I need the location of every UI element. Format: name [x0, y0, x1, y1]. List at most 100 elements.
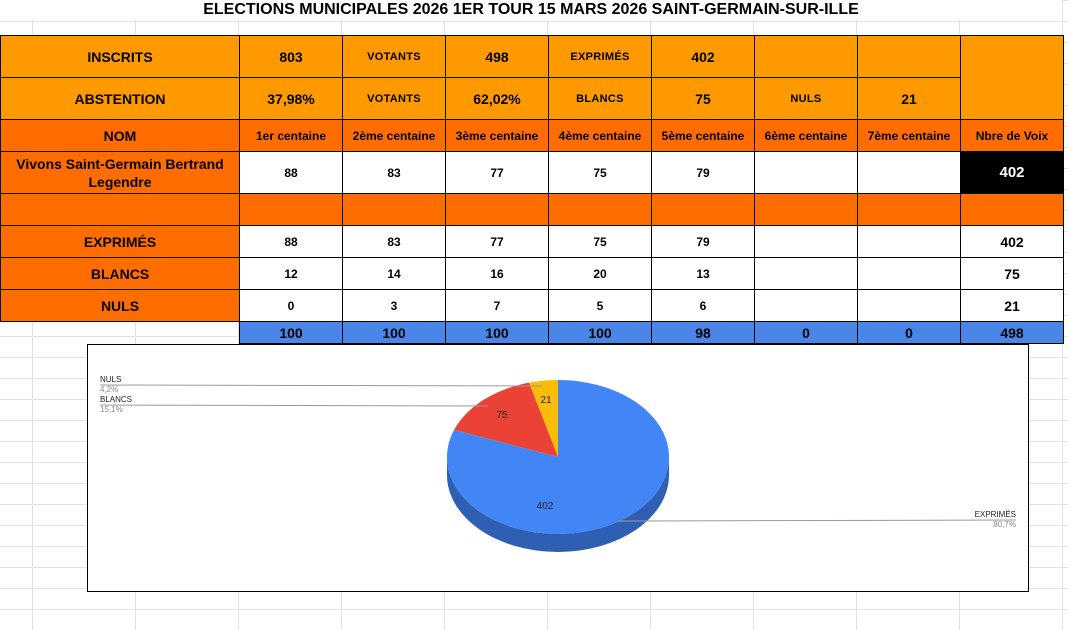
cell[interactable]: 83 — [342, 225, 446, 258]
slice-percent-label: 80,7% — [993, 520, 1016, 529]
cell[interactable] — [857, 289, 961, 322]
cell[interactable]: ABSTENTION — [0, 77, 240, 120]
column-header[interactable]: NOM — [0, 119, 240, 152]
slice-value-label: 75 — [496, 410, 508, 421]
cell[interactable] — [651, 193, 755, 226]
total-cell[interactable]: 100 — [342, 321, 446, 344]
cell[interactable] — [548, 193, 652, 226]
column-header[interactable]: 3ème centaine — [445, 119, 549, 152]
cell[interactable]: EXPRIMÉS — [548, 35, 652, 78]
pie-chart[interactable]: 21 75 402 NULS 4,2% BLANCS 15,1% EXPRIMÉS 80,7% — [87, 344, 1029, 592]
cell[interactable] — [754, 225, 858, 258]
row-label[interactable]: NULS — [0, 289, 240, 322]
total-cell[interactable]: 0 — [754, 321, 858, 344]
pie-slice-blancs — [454, 382, 558, 457]
total-cell[interactable]: 100 — [445, 321, 549, 344]
cell[interactable]: 14 — [342, 257, 446, 290]
cell[interactable]: 83 — [342, 151, 446, 194]
slice-name-label: NULS — [100, 375, 121, 384]
cell[interactable]: 77 — [445, 225, 549, 258]
cell[interactable]: 3 — [342, 289, 446, 322]
cell[interactable] — [754, 35, 858, 78]
cell[interactable] — [754, 193, 858, 226]
candidate-name[interactable]: Vivons Saint-Germain Bertrand Legendre — [0, 151, 240, 194]
cell[interactable]: 6 — [651, 289, 755, 322]
cell[interactable]: 20 — [548, 257, 652, 290]
total-cell[interactable]: 100 — [239, 321, 343, 344]
cell[interactable]: INSCRITS — [0, 35, 240, 78]
spacer-row — [0, 193, 1064, 226]
column-header[interactable]: 7ème centaine — [857, 119, 961, 152]
pie-slice-exprims — [447, 380, 669, 534]
cell[interactable] — [960, 193, 1064, 226]
cell[interactable] — [857, 151, 961, 194]
column-header[interactable]: 1er centaine — [239, 119, 343, 152]
slice-value-label: 402 — [537, 501, 554, 512]
slice-percent-label: 15,1% — [100, 405, 123, 414]
total-cell[interactable]: 98 — [651, 321, 755, 344]
cell[interactable]: VOTANTS — [342, 35, 446, 78]
cell[interactable]: 5 — [548, 289, 652, 322]
candidate-total[interactable]: 402 — [960, 151, 1064, 194]
totals-row: 100 100 100 100 98 0 0 498 — [1, 321, 1064, 344]
results-table: INSCRITS 803 VOTANTS 498 EXPRIMÉS 402 AB… — [0, 35, 1064, 344]
cell[interactable]: 13 — [651, 257, 755, 290]
column-header[interactable]: 4ème centaine — [548, 119, 652, 152]
cell[interactable] — [0, 193, 240, 226]
cell[interactable] — [857, 35, 961, 78]
cell[interactable]: 37,98% — [239, 77, 343, 120]
column-header[interactable]: Nbre de Voix — [960, 119, 1064, 152]
cell[interactable]: 0 — [239, 289, 343, 322]
row-total[interactable]: 21 — [960, 289, 1064, 322]
cell[interactable] — [857, 193, 961, 226]
cell[interactable]: VOTANTS — [342, 77, 446, 120]
leader-line — [99, 404, 489, 407]
cell[interactable]: 21 — [857, 77, 961, 120]
cell[interactable]: 88 — [239, 151, 343, 194]
cell[interactable]: 79 — [651, 225, 755, 258]
nuls-row: NULS 0 3 7 5 6 21 — [0, 289, 1064, 322]
cell[interactable] — [754, 289, 858, 322]
sheet-title: ELECTIONS MUNICIPALES 2026 1ER TOUR 15 M… — [0, 0, 1062, 20]
cell[interactable]: 16 — [445, 257, 549, 290]
cell[interactable] — [342, 193, 446, 226]
row-label[interactable]: BLANCS — [0, 257, 240, 290]
cell[interactable]: 402 — [651, 35, 755, 78]
leader-line — [99, 384, 544, 387]
cell[interactable]: 75 — [548, 225, 652, 258]
cell[interactable]: NULS — [754, 77, 858, 120]
row-total[interactable]: 402 — [960, 225, 1064, 258]
cell[interactable]: 75 — [651, 77, 755, 120]
cell[interactable]: 62,02% — [445, 77, 549, 120]
blancs-row: BLANCS 12 14 16 20 13 75 — [0, 257, 1064, 290]
column-header[interactable]: 2ème centaine — [342, 119, 446, 152]
cell[interactable]: 803 — [239, 35, 343, 78]
row-label[interactable]: EXPRIMÉS — [0, 225, 240, 258]
cell[interactable] — [754, 257, 858, 290]
row-total[interactable]: 75 — [960, 257, 1064, 290]
cell[interactable]: BLANCS — [548, 77, 652, 120]
cell[interactable] — [445, 193, 549, 226]
total-cell[interactable]: 498 — [960, 321, 1064, 344]
total-cell[interactable]: 0 — [857, 321, 961, 344]
cell[interactable] — [857, 225, 961, 258]
total-cell[interactable]: 100 — [548, 321, 652, 344]
cell[interactable]: 77 — [445, 151, 549, 194]
pie-slice-nuls — [528, 380, 558, 457]
pie-side-exprimes — [447, 457, 669, 552]
cell[interactable]: 498 — [445, 35, 549, 78]
cell[interactable]: 7 — [445, 289, 549, 322]
slice-value-label: 21 — [540, 395, 552, 406]
cell[interactable] — [960, 35, 1064, 120]
cell[interactable]: 75 — [548, 151, 652, 194]
column-header[interactable]: 5ème centaine — [651, 119, 755, 152]
slice-name-label: BLANCS — [100, 395, 132, 404]
header-row: NOM 1er centaine 2ème centaine 3ème cent… — [0, 119, 1064, 152]
column-header[interactable]: 6ème centaine — [754, 119, 858, 152]
cell[interactable] — [857, 257, 961, 290]
cell[interactable] — [239, 193, 343, 226]
cell[interactable]: 88 — [239, 225, 343, 258]
cell[interactable]: 79 — [651, 151, 755, 194]
cell[interactable]: 12 — [239, 257, 343, 290]
cell[interactable] — [754, 151, 858, 194]
